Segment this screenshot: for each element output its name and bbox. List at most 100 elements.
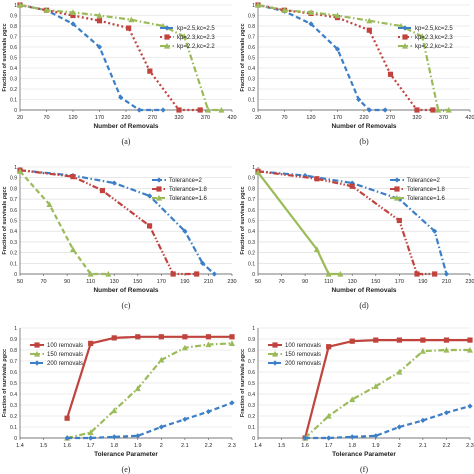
x-tick-label: 1.7 xyxy=(325,443,333,449)
legend-label: Tolerance=1.8 xyxy=(407,187,446,193)
data-point xyxy=(158,334,164,340)
y-axis-label: Fraction of survivals ρgcc xyxy=(2,23,8,91)
data-point xyxy=(467,346,473,353)
data-point xyxy=(88,435,94,441)
data-point xyxy=(445,106,452,113)
data-point xyxy=(334,46,341,52)
x-tick-label: 70 xyxy=(281,115,287,121)
y-tick-label: 0.1 xyxy=(248,98,255,104)
data-point xyxy=(158,356,165,363)
legend: 100 removals 150 removals 200 removals xyxy=(268,342,321,367)
chart-panel-f: 0 0.1 0.2 0.3 0.4 0.5 0.6 0.7 0.8 0.9 1 1.4 1.5 1.6 1.… xyxy=(240,326,474,474)
x-tick-label: 1.6 xyxy=(63,443,71,449)
data-point xyxy=(70,246,76,252)
y-tick-label: 0.7 xyxy=(10,197,17,203)
y-tick-label: 0.3 xyxy=(10,403,17,409)
data-point xyxy=(334,12,341,19)
x-tick-label: 2.2 xyxy=(205,443,213,449)
x-tick-label: 210 xyxy=(204,279,213,285)
legend-label: kp=2.3,kc=2.3 xyxy=(415,35,453,41)
data-point xyxy=(467,337,473,343)
data-point xyxy=(146,223,153,229)
data-point xyxy=(255,1,261,8)
y-tick-label: 0.2 xyxy=(248,251,255,257)
series-2 xyxy=(255,1,452,113)
data-point xyxy=(272,350,278,357)
x-tick-label: 1.5 xyxy=(40,443,48,449)
x-tick-label: 120 xyxy=(306,115,315,121)
x-tick-label: 90 xyxy=(64,279,70,285)
y-tick-label: 0.7 xyxy=(248,35,255,41)
y-tick-label: 0.4 xyxy=(10,229,17,235)
legend-label: 150 removals xyxy=(285,352,321,358)
y-tick-label: 0.6 xyxy=(10,370,17,376)
y-tick-label: 0.6 xyxy=(248,370,255,376)
y-tick-label: 0.5 xyxy=(248,56,255,62)
data-point xyxy=(135,433,141,439)
series-2 xyxy=(302,403,473,441)
data-point xyxy=(87,270,94,277)
x-tick-label: 130 xyxy=(110,279,119,285)
x-tick-label: 2 xyxy=(160,443,163,449)
y-tick-label: 0.8 xyxy=(10,24,17,30)
y-tick-label: 1 xyxy=(14,326,17,332)
x-tick-label: 20 xyxy=(255,115,261,121)
series-line xyxy=(67,401,233,440)
x-tick-label: 170 xyxy=(157,279,166,285)
panel-caption: (b) xyxy=(359,137,369,146)
legend-label: kp=2.5,kc=2.5 xyxy=(177,26,215,32)
data-point xyxy=(205,106,212,113)
data-point xyxy=(158,424,164,430)
data-point xyxy=(430,107,436,113)
data-point xyxy=(135,334,141,340)
series-line xyxy=(305,405,471,440)
series-2 xyxy=(255,169,344,277)
data-point xyxy=(176,107,182,113)
data-point xyxy=(199,260,206,266)
data-point xyxy=(70,21,76,27)
data-point xyxy=(326,435,332,441)
data-point xyxy=(70,12,76,19)
series-0 xyxy=(64,334,235,421)
y-tick-label: 0.9 xyxy=(248,176,255,182)
data-point xyxy=(160,107,166,113)
y-tick-label: 0.8 xyxy=(248,24,255,30)
x-tick-label: 1.4 xyxy=(16,443,24,449)
x-tick-label: 150 xyxy=(133,279,142,285)
data-point xyxy=(402,34,408,40)
data-point xyxy=(443,346,450,353)
data-point xyxy=(156,186,162,192)
data-point xyxy=(443,337,450,343)
x-tick-label: 2.2 xyxy=(443,443,451,449)
data-point xyxy=(111,407,118,414)
data-point xyxy=(420,337,426,343)
series-line xyxy=(19,170,109,276)
data-point xyxy=(402,25,408,31)
y-tick-label: 0.5 xyxy=(10,381,17,387)
data-point xyxy=(382,107,388,113)
y-tick-label: 0 xyxy=(252,436,255,442)
y-axis-label: Fraction of survivals ρgcc xyxy=(240,349,246,417)
data-point xyxy=(64,435,70,441)
panel-caption: (a) xyxy=(122,137,131,146)
x-tick-label: 110 xyxy=(86,279,95,285)
data-point xyxy=(70,174,76,180)
data-point xyxy=(34,350,40,357)
x-tick-label: 230 xyxy=(465,279,474,285)
x-tick-label: 420 xyxy=(465,115,474,121)
y-tick-label: 0.2 xyxy=(248,87,255,93)
data-point xyxy=(255,169,261,175)
data-point xyxy=(366,27,372,33)
legend-label: kp=2.5,kc=2.5 xyxy=(415,26,453,32)
y-tick-label: 0 xyxy=(252,108,255,114)
y-tick-label: 0.6 xyxy=(248,45,255,51)
data-point xyxy=(366,107,372,113)
x-tick-label: 1.5 xyxy=(278,443,286,449)
data-point xyxy=(205,409,212,415)
legend-label: Tolerance=2 xyxy=(407,178,441,184)
data-point xyxy=(443,271,450,277)
data-point xyxy=(96,18,103,24)
